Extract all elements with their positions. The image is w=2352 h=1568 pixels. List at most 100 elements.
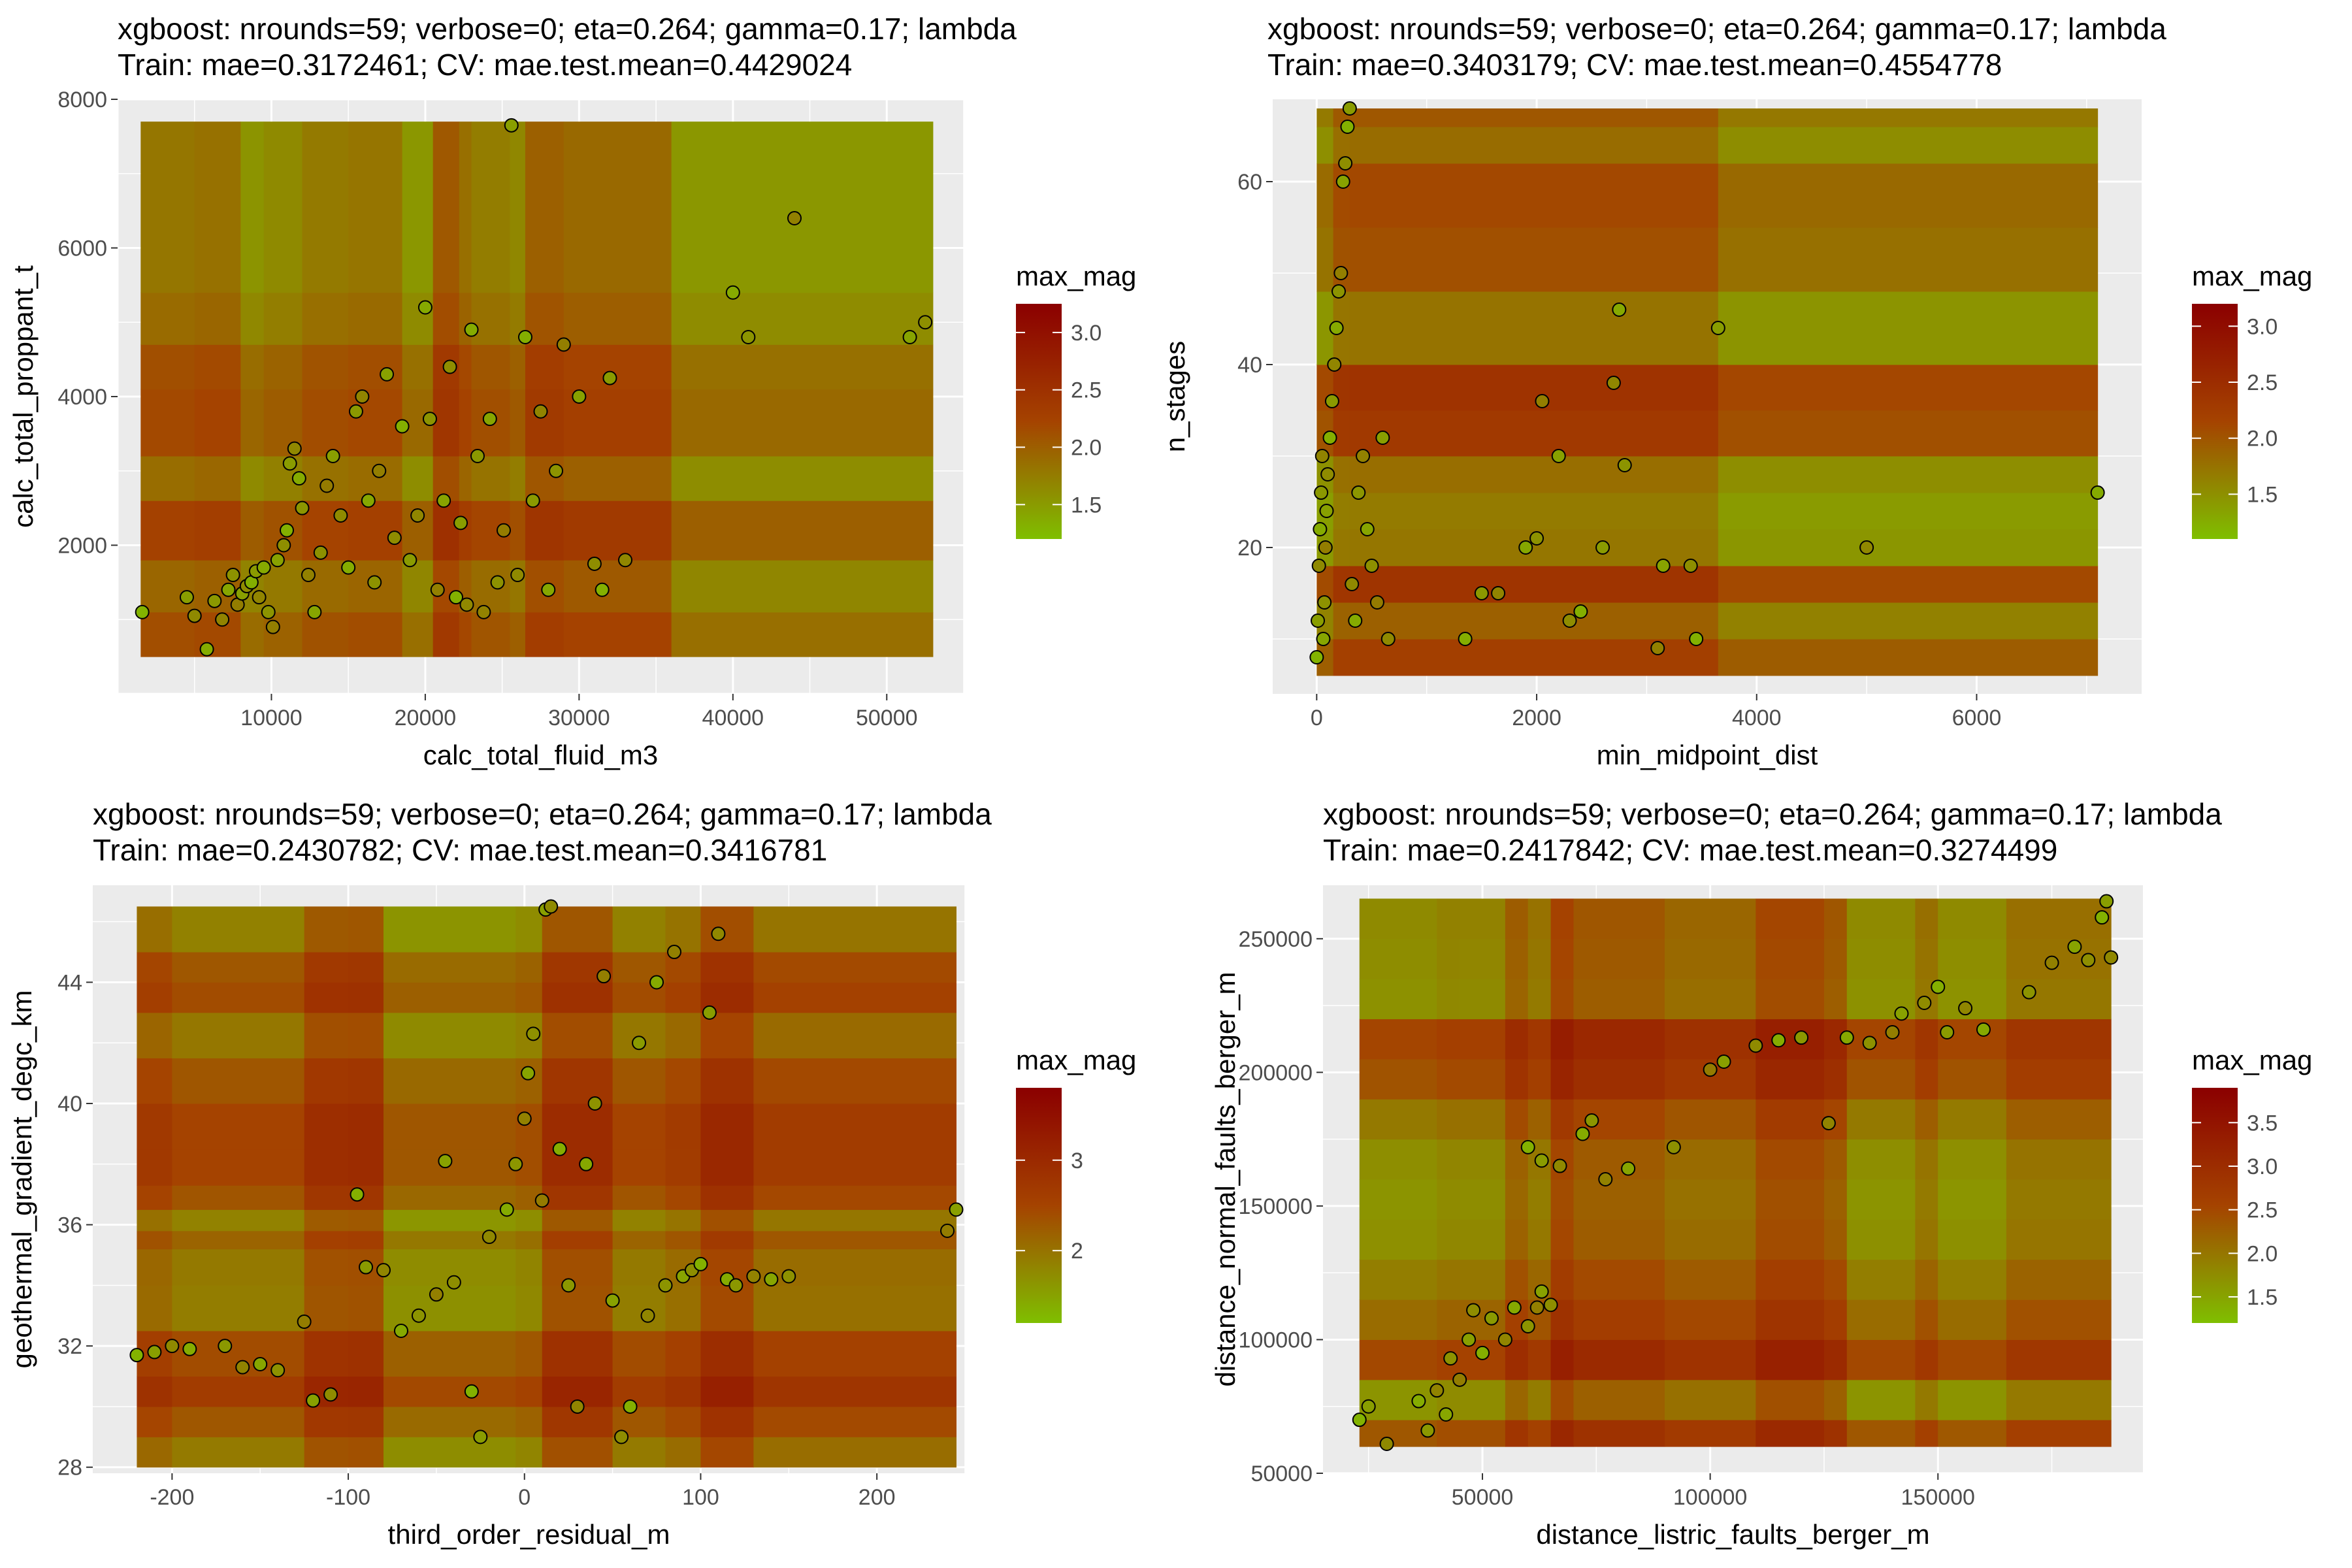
heatmap-tile — [542, 982, 613, 1013]
heatmap-tile — [348, 456, 403, 501]
data-point — [2090, 485, 2105, 500]
data-point — [1497, 1332, 1512, 1347]
heatmap-tile — [612, 1209, 666, 1232]
heatmap-tile — [304, 1406, 349, 1437]
heatmap-tile — [348, 1209, 384, 1232]
heatmap-tile — [665, 1185, 701, 1210]
heatmap-tile — [753, 1437, 957, 1468]
heatmap-tile — [2006, 1179, 2112, 1220]
data-point — [179, 590, 194, 605]
heatmap-tile — [1527, 1219, 1552, 1260]
heatmap-tile — [525, 612, 564, 657]
chart-title: xgboost: nrounds=59; verbose=0; eta=0.26… — [1267, 12, 2166, 46]
data-point — [1976, 1022, 1991, 1037]
y-tick-label: 6000 — [57, 237, 107, 261]
heatmap-tile — [700, 952, 754, 983]
heatmap-tile — [172, 982, 305, 1013]
heatmap-tile — [137, 1406, 172, 1437]
data-point — [1859, 540, 1874, 555]
heatmap-tile — [1915, 1379, 1938, 1420]
heatmap-tile — [459, 344, 472, 390]
x-tick-label: 40000 — [702, 706, 764, 730]
data-point — [1466, 1303, 1481, 1318]
heatmap-tile — [304, 1149, 349, 1186]
heatmap-tile — [542, 1249, 613, 1286]
heatmap-tile — [402, 292, 434, 345]
data-point — [1573, 604, 1588, 619]
x-tick-label: 150000 — [1901, 1485, 1975, 1510]
data-point — [517, 1111, 532, 1126]
data-point — [207, 593, 222, 608]
heatmap-tile — [1527, 1179, 1552, 1220]
legend-tick-label: 2.5 — [2247, 1198, 2278, 1223]
heatmap-tile — [1573, 1219, 1665, 1260]
heatmap-tile — [2006, 1259, 2112, 1300]
heatmap-tile — [137, 1185, 172, 1210]
data-point — [182, 1341, 197, 1356]
data-point — [359, 1260, 374, 1275]
data-point — [446, 1275, 461, 1290]
data-point — [215, 612, 230, 627]
heatmap-tile — [700, 1185, 754, 1210]
legend-tick-label: 2.5 — [2247, 370, 2278, 395]
heatmap-tile — [515, 1437, 543, 1468]
heatmap-tile — [665, 906, 701, 953]
heatmap-tile — [140, 389, 195, 457]
data-point — [470, 449, 485, 463]
data-point — [587, 556, 602, 571]
data-point — [1535, 394, 1550, 408]
heatmap-tile — [1915, 898, 1938, 939]
heatmap-tile — [1359, 1019, 1437, 1060]
data-point — [1324, 394, 1339, 408]
heatmap-tile — [753, 1209, 957, 1232]
legend-title: max_mag — [1016, 1045, 1136, 1075]
heatmap-tile — [263, 612, 303, 657]
data-point — [561, 1278, 576, 1293]
heatmap-tile — [1915, 1139, 1938, 1180]
data-point — [1917, 996, 1932, 1010]
heatmap-tile — [1550, 1099, 1574, 1140]
heatmap-tile — [612, 1330, 666, 1377]
legend-tick-label: 2.0 — [1071, 436, 1102, 461]
heatmap-tile — [1550, 1019, 1574, 1060]
heatmap-tile — [1573, 1299, 1665, 1340]
heatmap-tile — [137, 1285, 172, 1331]
heatmap-tile — [2006, 1299, 2112, 1340]
data-point — [372, 463, 387, 478]
data-point — [614, 1429, 629, 1445]
heatmap-tile — [1915, 1299, 1938, 1340]
data-point — [496, 523, 511, 538]
heatmap-tile — [263, 344, 303, 390]
heatmap-tile — [700, 1058, 754, 1104]
data-point — [1794, 1030, 1809, 1045]
heatmap-tile — [1550, 1420, 1574, 1447]
heatmap-tile — [665, 1330, 701, 1377]
heatmap-tile — [302, 292, 349, 345]
heatmap-tile — [1460, 1019, 1506, 1060]
data-point — [417, 300, 433, 315]
data-point — [1551, 449, 1566, 463]
data-point — [1606, 376, 1621, 390]
heatmap-tile — [1505, 1259, 1529, 1300]
heatmap-tile — [348, 1406, 384, 1437]
heatmap-tile — [1460, 1179, 1506, 1220]
heatmap-tile — [1823, 1379, 1848, 1420]
heatmap-tile — [1505, 1420, 1529, 1447]
data-point — [2099, 894, 2114, 909]
heatmap-tile — [515, 1103, 543, 1150]
heatmap-tile — [348, 982, 384, 1013]
heatmap-tile — [1359, 1139, 1437, 1180]
heatmap-tile — [1527, 898, 1552, 939]
legend-colorbar — [2192, 1088, 2238, 1323]
data-point — [1821, 1116, 1836, 1131]
data-point — [473, 1429, 488, 1445]
data-point — [649, 975, 664, 990]
data-point — [449, 590, 463, 605]
data-point — [741, 330, 756, 344]
data-point — [595, 582, 610, 597]
heatmap-tile — [542, 906, 613, 953]
heatmap-tile — [1823, 1139, 1848, 1180]
data-point — [1710, 321, 1725, 335]
heatmap-tile — [1846, 1379, 1916, 1420]
heatmap-tile — [1573, 1179, 1665, 1220]
